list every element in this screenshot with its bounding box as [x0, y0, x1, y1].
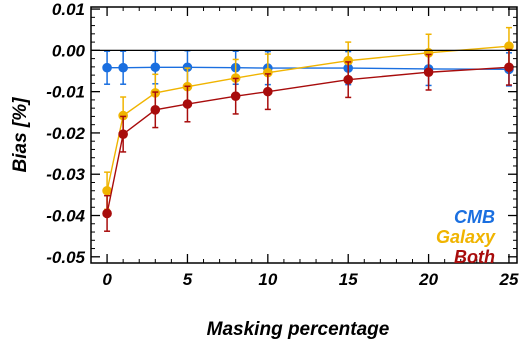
x-tick-label: 10: [258, 270, 277, 289]
y-tick-label: 0.00: [52, 41, 86, 60]
data-point-both: [230, 91, 241, 101]
data-point-both: [504, 62, 514, 73]
y-tick-label: -0.01: [46, 83, 85, 102]
y-axis-title: Bias [%]: [10, 97, 31, 173]
labels-layer: Masking percentage Bias [%] 0 5 10 15 20 25 0.…: [10, 0, 519, 340]
x-tick-label: 15: [339, 270, 358, 289]
data-point-both: [343, 74, 354, 85]
legend-entry-both: Both: [454, 247, 495, 267]
data-point-both: [150, 105, 161, 115]
data-point-cmb: [102, 62, 112, 73]
x-tick-label: 25: [499, 270, 519, 289]
y-tick-label: -0.04: [46, 207, 85, 226]
x-tick-label: 20: [418, 270, 438, 289]
data-point-both: [102, 208, 112, 219]
legend-entry-galaxy: Galaxy: [436, 227, 496, 247]
x-tick-label: 0: [102, 270, 112, 289]
data-point-cmb: [150, 62, 161, 73]
legend: CMB Galaxy Both: [436, 207, 496, 267]
x-tick-label: 5: [183, 270, 193, 289]
y-tick-label: -0.05: [46, 248, 85, 267]
data-point-cmb: [118, 62, 128, 73]
axes-layer: [90, 6, 518, 264]
series-line-cmb: [107, 66, 509, 71]
data-point-both: [182, 99, 193, 109]
data-point-galaxy: [102, 185, 112, 196]
y-tick-label: -0.02: [46, 124, 85, 143]
data-point-both: [263, 86, 273, 97]
plot-frame: [90, 6, 518, 264]
data-point-both: [423, 67, 434, 78]
series-line-both: [106, 66, 510, 214]
y-tick-label: -0.03: [46, 165, 85, 184]
y-tick-label: 0.01: [52, 0, 85, 19]
legend-entry-cmb: CMB: [454, 207, 495, 227]
x-axis-title: Masking percentage: [207, 319, 390, 340]
data-point-both: [118, 129, 128, 139]
series-layer: [102, 26, 514, 232]
